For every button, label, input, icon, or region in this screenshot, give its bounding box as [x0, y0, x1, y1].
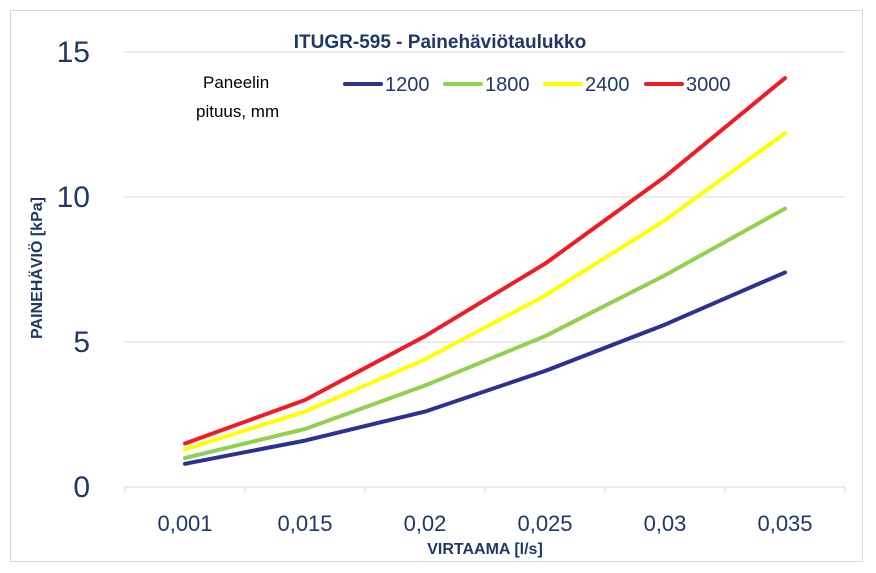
tick-labels: 0 5 10 15 0,001 0,015 0,02 0,025 0,03 0,035 [57, 36, 813, 536]
legend-label-1200: 1200 [385, 74, 430, 96]
y-axis-title: PAINEHÄVIÖ [kPa] [27, 197, 46, 339]
legend-title-line-1: Paneelin [203, 73, 269, 92]
x-tick-label: 0,02 [404, 511, 447, 536]
x-tick-label: 0,001 [157, 511, 212, 536]
series-line-3000 [183, 76, 787, 446]
legend: Paneelin pituus, mm 1200 1800 2400 3000 [196, 73, 731, 121]
chart-frame [10, 10, 863, 562]
series-lines [183, 76, 787, 466]
y-tick-label: 15 [57, 36, 90, 69]
series-line-1200 [183, 270, 787, 466]
x-tick-label: 0,025 [517, 511, 572, 536]
x-tick-label: 0,035 [757, 511, 812, 536]
legend-label-1800: 1800 [485, 74, 530, 96]
series-line-2400 [183, 131, 787, 452]
chart-title: ITUGR-595 - Painehäviötaulukko [294, 32, 586, 53]
x-axis-title: VIRTAAMA [l/s] [427, 541, 543, 558]
gridlines [125, 51, 845, 343]
axes [124, 486, 846, 493]
x-tick-label: 0,015 [277, 511, 332, 536]
legend-label-3000: 3000 [686, 74, 731, 96]
legend-label-2400: 2400 [585, 74, 630, 96]
x-tick-label: 0,03 [644, 511, 687, 536]
legend-title-line-2: pituus, mm [196, 102, 279, 121]
y-tick-label: 0 [73, 471, 90, 504]
y-tick-label: 5 [73, 326, 90, 359]
y-tick-label: 10 [57, 181, 90, 214]
series-line-1800 [183, 206, 787, 460]
